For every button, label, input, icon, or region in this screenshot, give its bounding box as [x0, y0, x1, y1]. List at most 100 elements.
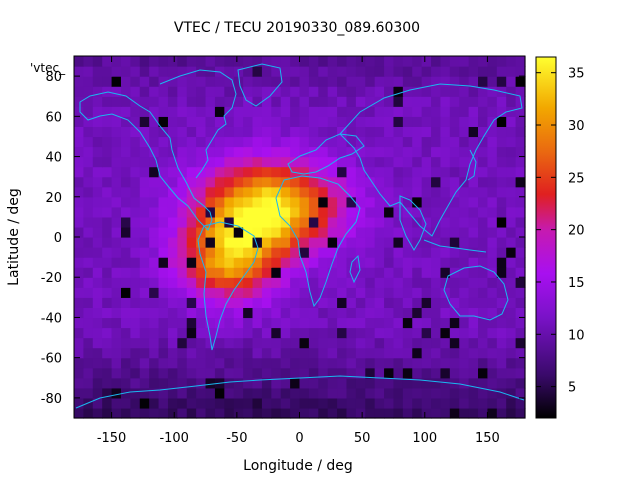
heatmap-cell	[431, 146, 442, 158]
heatmap-cell	[233, 367, 244, 379]
heatmap-cell	[158, 287, 169, 298]
heatmap-cell	[130, 86, 141, 97]
heatmap-cell	[167, 76, 178, 87]
heatmap-cell	[271, 126, 282, 138]
heatmap-cell	[346, 267, 357, 278]
heatmap-cell	[459, 86, 470, 97]
heatmap-cell	[515, 196, 526, 208]
heatmap-cell	[365, 126, 376, 138]
heatmap-cell	[384, 307, 395, 319]
heatmap-cell	[290, 156, 301, 168]
heatmap-cell	[327, 146, 338, 158]
heatmap-cell	[233, 377, 244, 389]
heatmap-cell	[374, 367, 385, 379]
heatmap-cell	[139, 337, 150, 349]
colorbar-tick-label: 30	[568, 119, 585, 134]
heatmap-cell	[384, 377, 395, 389]
heatmap-cell	[468, 86, 479, 97]
heatmap-cell	[337, 106, 348, 117]
heatmap-cell	[280, 226, 291, 238]
heatmap-cell	[308, 226, 319, 238]
heatmap-cell	[374, 347, 385, 359]
heatmap-cell	[111, 126, 122, 138]
heatmap-cell	[271, 196, 282, 208]
heatmap-cell	[337, 297, 348, 308]
heatmap-cell	[243, 206, 254, 218]
heatmap-cell	[177, 387, 188, 399]
heatmap-cell	[346, 387, 357, 399]
heatmap-cell	[449, 257, 460, 268]
heatmap-cell	[384, 126, 395, 138]
heatmap-cell	[478, 247, 489, 258]
heatmap-cell	[468, 367, 479, 379]
heatmap-cell	[261, 257, 272, 268]
heatmap-cell	[384, 156, 395, 168]
heatmap-cell	[83, 186, 94, 198]
heatmap-cell	[224, 156, 235, 168]
heatmap-cell	[299, 367, 310, 379]
heatmap-cell	[308, 66, 319, 77]
heatmap-cell	[515, 136, 526, 148]
heatmap-cell	[459, 257, 470, 268]
heatmap-cell	[74, 387, 84, 399]
heatmap-cell	[111, 136, 122, 148]
heatmap-cell	[355, 226, 366, 238]
heatmap-cell	[384, 76, 395, 87]
heatmap-cell	[431, 156, 442, 168]
heatmap-cell	[120, 377, 131, 389]
heatmap-cell	[74, 206, 84, 218]
heatmap-cell	[478, 186, 489, 198]
heatmap-cell	[177, 257, 188, 268]
heatmap-cell	[224, 216, 235, 228]
heatmap-cell	[92, 287, 103, 298]
heatmap-cell	[214, 96, 225, 107]
heatmap-cell	[271, 247, 282, 258]
heatmap-cell	[186, 216, 197, 228]
heatmap-cell	[271, 337, 282, 349]
heatmap-cell	[167, 86, 178, 97]
heatmap-cell	[92, 96, 103, 107]
heatmap-cell	[365, 156, 376, 168]
heatmap-cell	[374, 257, 385, 268]
heatmap-cell	[487, 226, 498, 238]
heatmap-cell	[393, 317, 404, 329]
heatmap-cell	[440, 176, 451, 188]
heatmap-cell	[214, 206, 225, 218]
heatmap-cell	[478, 126, 489, 138]
heatmap-cell	[355, 116, 366, 127]
heatmap-cell	[421, 56, 432, 67]
heatmap-cell	[280, 327, 291, 339]
heatmap-cell	[299, 226, 310, 238]
heatmap-cell	[337, 186, 348, 198]
heatmap-cell	[120, 216, 131, 228]
heatmap-cell	[478, 106, 489, 117]
heatmap-cell	[233, 357, 244, 369]
heatmap-cell	[120, 397, 131, 409]
heatmap-cell	[299, 297, 310, 308]
heatmap-cell	[92, 277, 103, 288]
heatmap-cell	[431, 287, 442, 298]
heatmap-cell	[374, 66, 385, 77]
heatmap-cell	[421, 267, 432, 278]
heatmap-cell	[111, 176, 122, 188]
heatmap-cell	[374, 287, 385, 298]
heatmap-cell	[515, 166, 526, 178]
heatmap-cell	[92, 156, 103, 168]
heatmap-cell	[280, 237, 291, 248]
heatmap-cell	[167, 237, 178, 248]
heatmap-cell	[327, 267, 338, 278]
heatmap-cell	[496, 186, 507, 198]
heatmap-cell	[402, 327, 413, 339]
heatmap-cell	[468, 387, 479, 399]
heatmap-cell	[468, 377, 479, 389]
heatmap-cell	[327, 126, 338, 138]
heatmap-cell	[496, 126, 507, 138]
heatmap-cell	[346, 397, 357, 409]
heatmap-cell	[196, 86, 207, 97]
heatmap-cell	[337, 327, 348, 339]
heatmap-cell	[449, 146, 460, 158]
heatmap-cell	[214, 146, 225, 158]
heatmap-cell	[496, 106, 507, 117]
heatmap-cell	[167, 66, 178, 77]
heatmap-cell	[139, 146, 150, 158]
